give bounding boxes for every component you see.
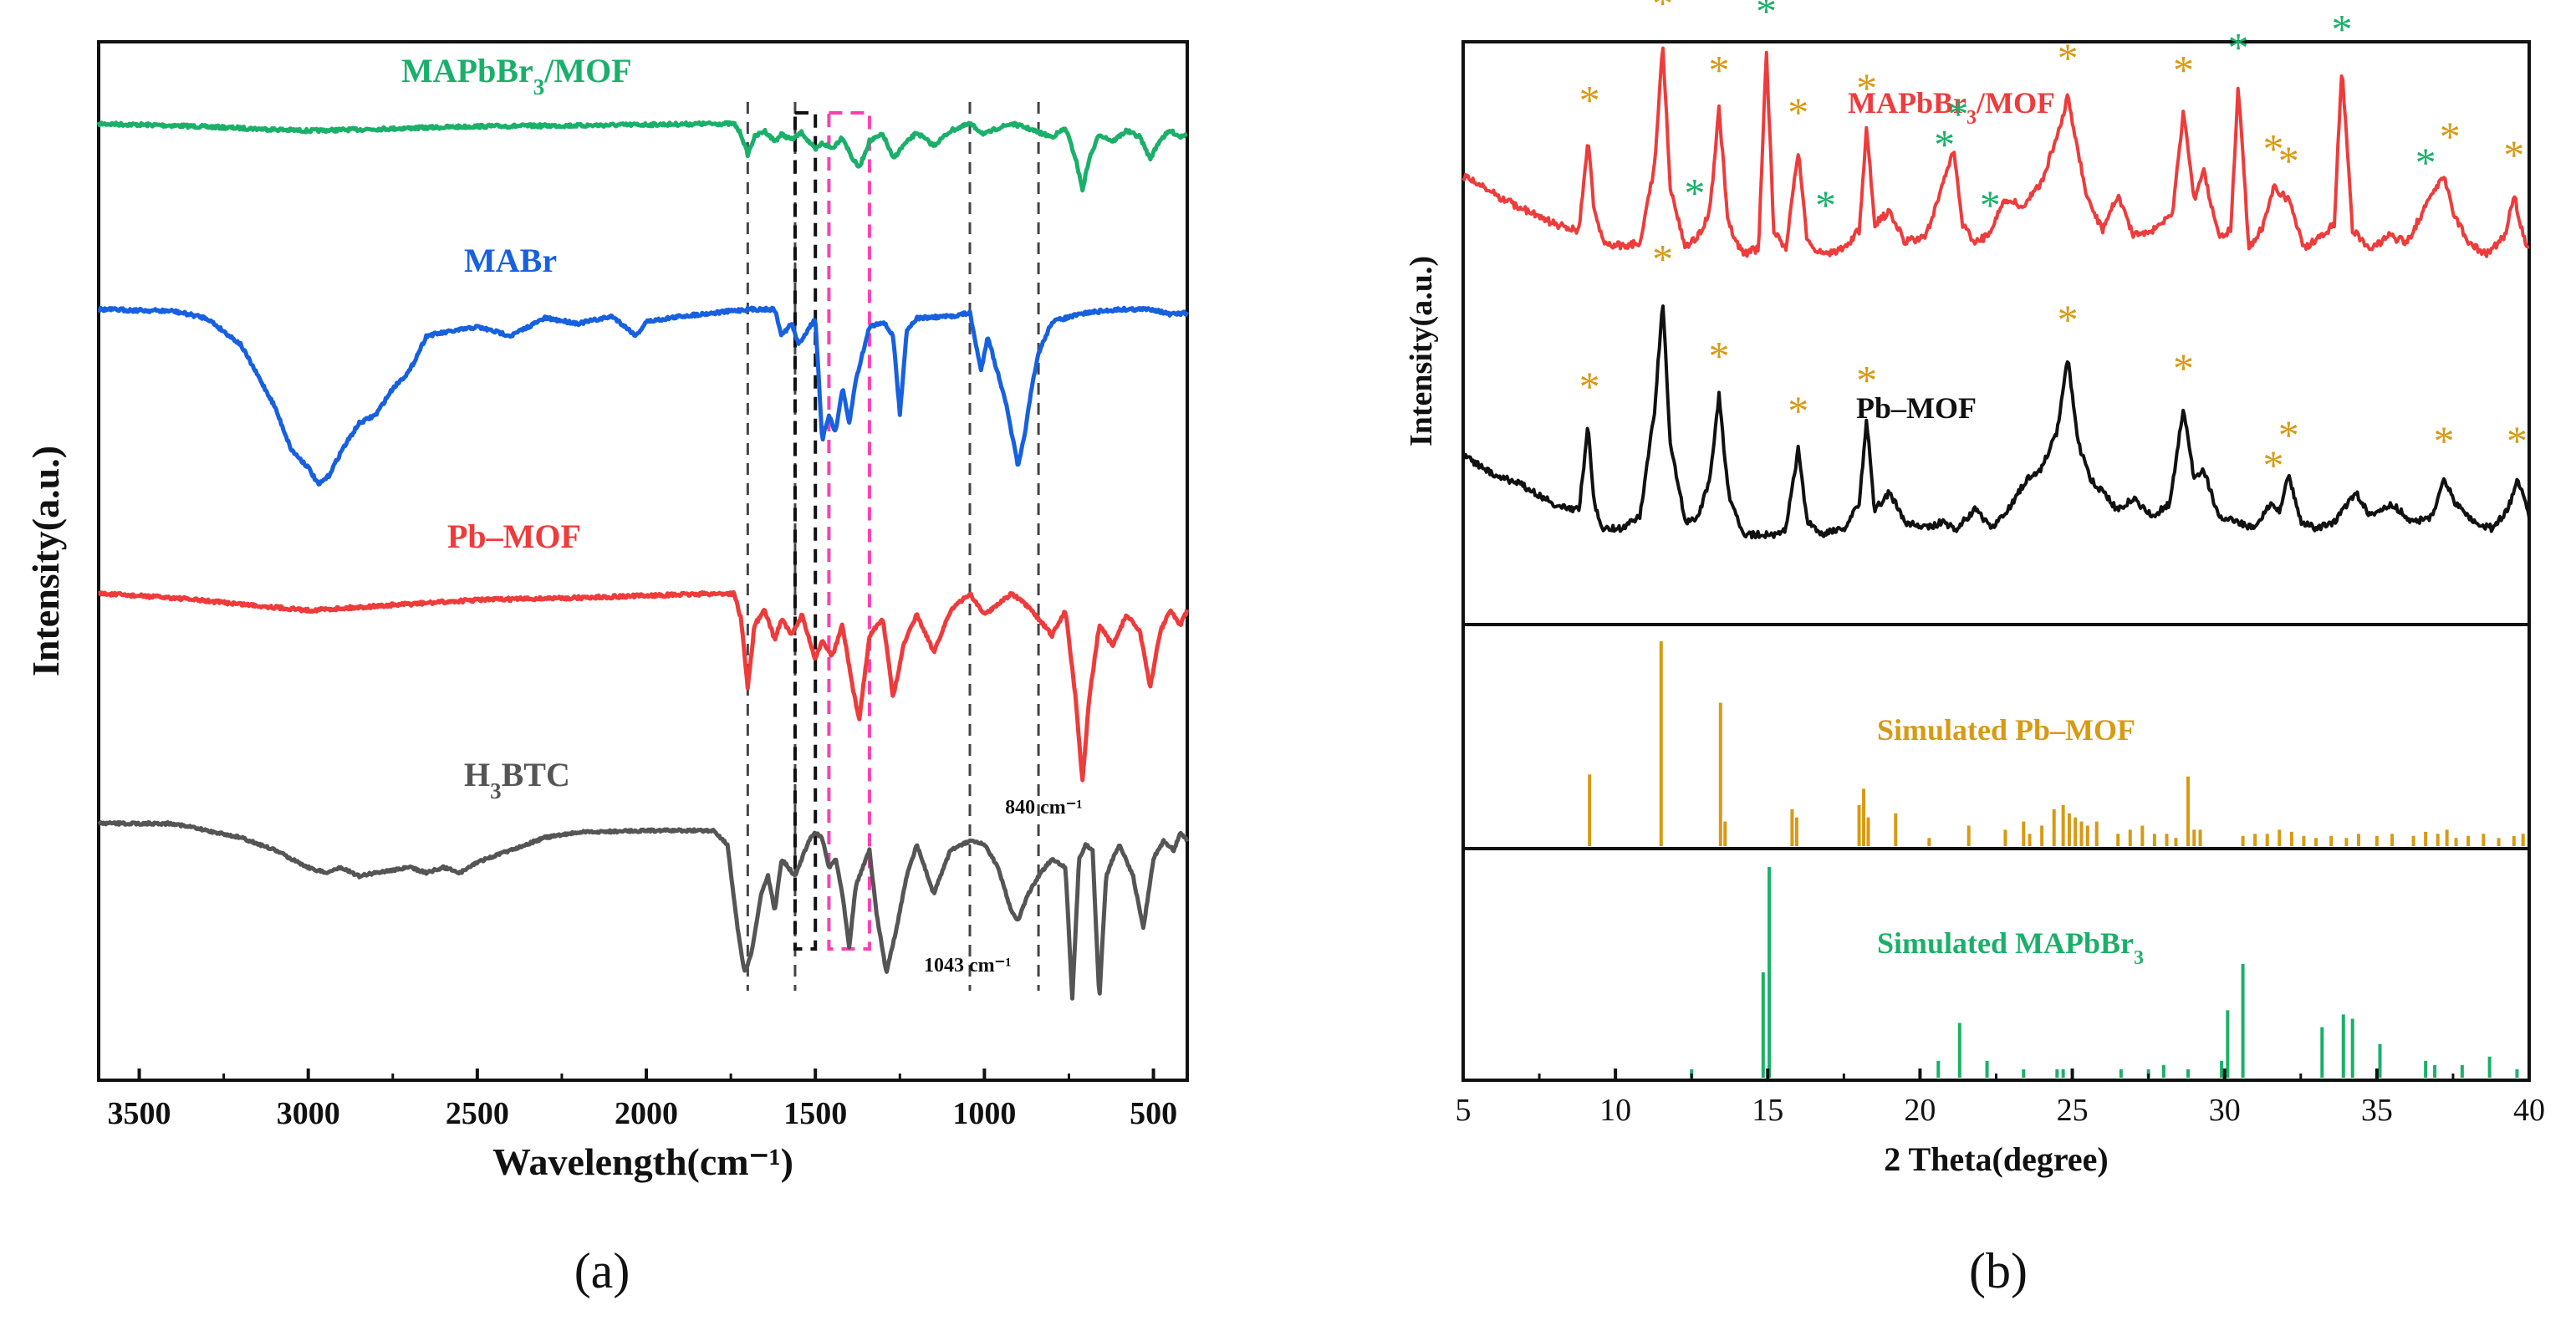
panel-a-x-tick-label: 500 xyxy=(1130,1096,1177,1131)
panel-a-series-label: MAPbBr3/MOF xyxy=(401,52,632,99)
panel-a-x-axis-label: Wavelength(cm⁻¹) xyxy=(492,1140,793,1183)
panel-a-x-tick-label: 1500 xyxy=(783,1096,847,1131)
panel-b-star-orange: * xyxy=(2173,46,2194,93)
panel-b-sim-pbmof-label: Simulated Pb–MOF xyxy=(1877,713,2135,747)
panel-a-series-line xyxy=(97,589,1190,783)
panel-b-star-green: * xyxy=(1756,0,1777,34)
panel-b-star-orange: * xyxy=(1709,333,1730,380)
panel-b-series-line xyxy=(1461,46,2530,258)
panel-b-star-green: * xyxy=(2415,139,2436,186)
panel-a-frame xyxy=(97,40,1189,1082)
panel-b-star-green: * xyxy=(1684,169,1705,216)
panel-b-star-green: * xyxy=(1980,181,2001,228)
panel-b-star-orange: * xyxy=(2173,344,2194,391)
panel-b-star-orange: * xyxy=(1856,64,1877,111)
panel-a-series-label: H3BTC xyxy=(464,756,570,803)
panel-b-star-orange: * xyxy=(2503,131,2524,178)
panel-b-star-orange: * xyxy=(1579,77,1600,124)
panel-b-x-tick-label: 25 xyxy=(2057,1093,2089,1128)
panel-a-annotation-840: 840 cm⁻¹ xyxy=(1005,797,1083,819)
panel-a-x-tick-label: 3500 xyxy=(108,1096,171,1131)
panel-b-star-orange: * xyxy=(2058,296,2079,343)
panel-b-star-orange: * xyxy=(2440,113,2461,160)
panel-b-x-tick-label: 20 xyxy=(1904,1093,1936,1128)
panel-b-star-orange: * xyxy=(2263,125,2284,172)
panel-b-x-tick-label: 35 xyxy=(2361,1093,2393,1128)
panel-b-star-orange: * xyxy=(2278,411,2299,458)
panel-a-annotation-1043: 1043 cm⁻¹ xyxy=(924,955,1012,977)
panel-a-series-line xyxy=(97,305,1189,487)
panel-b-y-axis-label: Intensity(a.u.) xyxy=(1404,256,1439,446)
panel-a-series-line xyxy=(97,820,1189,1001)
panel-b-star-orange: * xyxy=(1856,357,1877,404)
panel-b-star-orange: * xyxy=(2278,137,2299,184)
panel-b-x-tick-label: 30 xyxy=(2209,1093,2241,1128)
panel-b-x-tick-label: 10 xyxy=(1599,1093,1631,1128)
panel-b-star-orange: * xyxy=(1579,363,1600,410)
panel-b-star-orange: * xyxy=(1788,387,1808,434)
panel-b-x-tick-label: 15 xyxy=(1752,1093,1783,1128)
panel-a-series-line xyxy=(96,120,1188,193)
panel-a-magenta-box xyxy=(827,111,871,951)
panel-a-label: (a) xyxy=(574,1243,630,1298)
panel-b-x-tick-label: 40 xyxy=(2513,1093,2545,1128)
panel-b-label: (b) xyxy=(1969,1243,2028,1298)
panel-b-series-line xyxy=(1462,304,2531,540)
panel-b-star-orange: * xyxy=(2263,441,2284,488)
panel-b-series-label: Pb–MOF xyxy=(1856,391,1977,425)
panel-b-star-green: * xyxy=(1947,90,1968,137)
panel-a-series-label: Pb–MOF xyxy=(447,518,581,555)
panel-b-star-orange: * xyxy=(1788,89,1808,135)
panel-b-star-orange: * xyxy=(1652,0,1673,27)
panel-a-x-tick-label: 3000 xyxy=(277,1096,340,1131)
panel-a-y-axis-label: Intensity(a.u.) xyxy=(24,446,67,676)
panel-b-star-orange: * xyxy=(2058,34,2079,81)
panel-b-star-green: * xyxy=(1934,120,1955,167)
panel-b-star-orange: * xyxy=(1652,236,1673,283)
panel-b-star-green: * xyxy=(2228,23,2249,70)
panel-b-star-orange: * xyxy=(2434,417,2455,464)
panel-a-black-box xyxy=(793,111,818,951)
panel-b-star-orange: * xyxy=(1709,46,1730,93)
panel-a-x-tick-label: 2500 xyxy=(446,1096,509,1131)
panel-a-x-tick-label: 1000 xyxy=(952,1096,1016,1131)
panel-b-x-tick-label: 5 xyxy=(1456,1093,1472,1128)
panel-a-x-tick-label: 2000 xyxy=(615,1096,678,1131)
panel-b-x-axis-label: 2 Theta(degree) xyxy=(1884,1140,2108,1178)
panel-b-star-green: * xyxy=(1815,181,1836,228)
panel-a-series-label: MABr xyxy=(464,242,557,279)
panel-b-star-orange: * xyxy=(2507,417,2528,464)
panel-b-sim-mapbbr3-label: Simulated MAPbBr3 xyxy=(1877,926,2144,969)
panel-b-series-label: MAPbBr3/MOF xyxy=(1848,86,2055,129)
panel-b-star-green: * xyxy=(2331,6,2352,53)
